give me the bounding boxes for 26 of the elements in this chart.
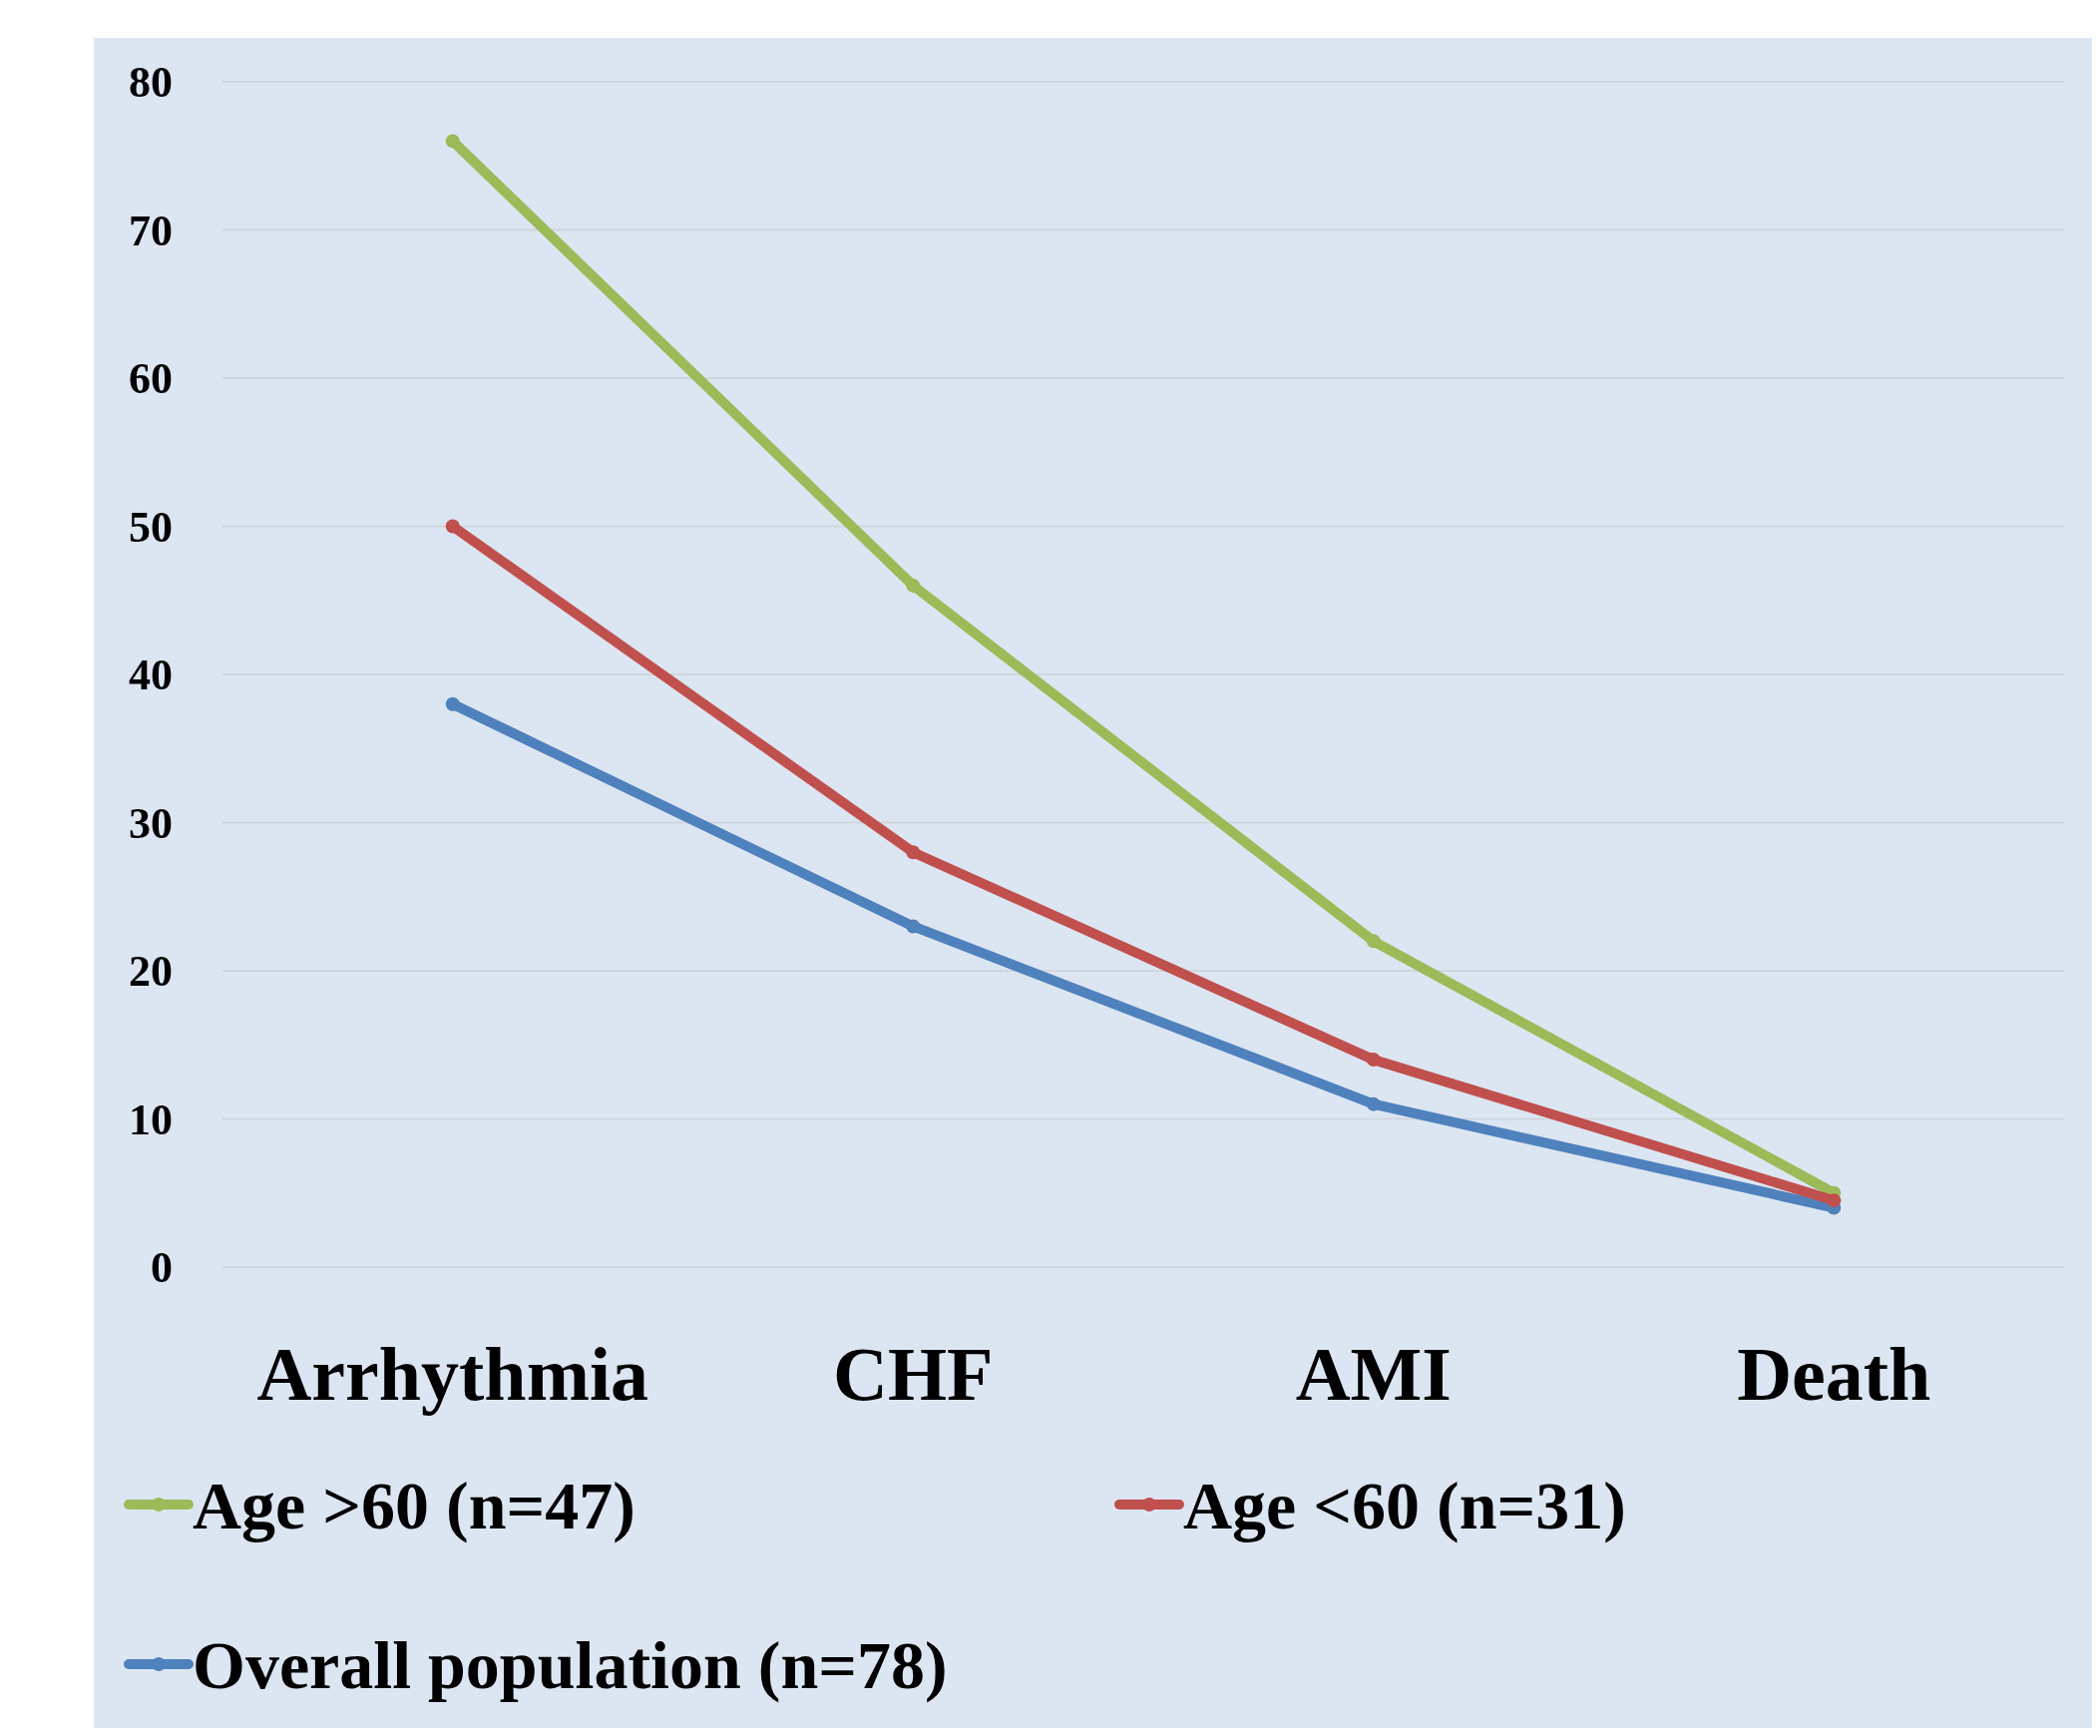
legend-label: Age <60 (n=31) xyxy=(1183,1467,1626,1543)
y-tick-label: 60 xyxy=(129,354,173,404)
point xyxy=(906,919,921,934)
x-tick-label: CHF xyxy=(833,1332,994,1416)
point xyxy=(445,696,460,711)
point xyxy=(1366,1096,1381,1111)
legend-label: Overall population (n=78) xyxy=(193,1626,948,1703)
y-tick-label: 0 xyxy=(151,1243,173,1293)
point xyxy=(445,134,460,149)
y-tick-label: 20 xyxy=(129,947,173,997)
x-tick-label: Arrhythmia xyxy=(256,1332,649,1416)
y-tick-label: 10 xyxy=(129,1094,173,1144)
x-tick-label: Death xyxy=(1737,1332,1931,1416)
y-tick-label: 40 xyxy=(129,651,173,700)
point xyxy=(906,578,921,593)
point xyxy=(1366,934,1381,949)
point xyxy=(1366,1053,1381,1068)
point xyxy=(1827,1193,1842,1208)
point xyxy=(445,519,460,534)
legend-label: Age >60 (n=47) xyxy=(193,1467,635,1543)
y-tick-label: 70 xyxy=(129,206,173,255)
x-tick-label: AMI xyxy=(1295,1332,1452,1416)
y-tick-label: 30 xyxy=(129,798,173,848)
y-tick-label: 50 xyxy=(129,502,173,552)
point xyxy=(906,845,921,860)
y-tick-label: 80 xyxy=(129,58,173,108)
